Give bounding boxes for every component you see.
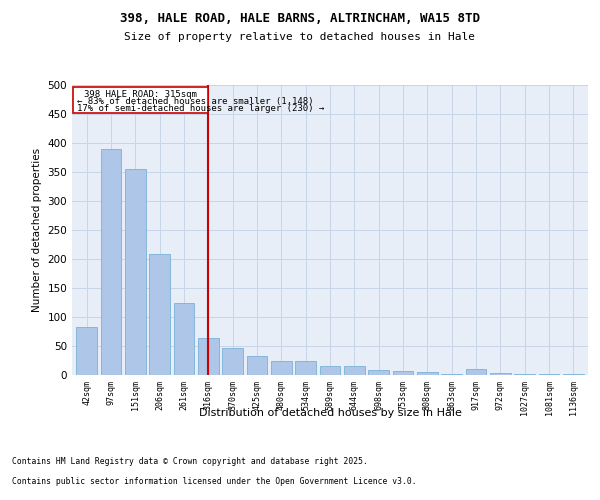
- Bar: [295, 361, 316, 375]
- Bar: [417, 372, 438, 375]
- Text: 398 HALE ROAD: 315sqm: 398 HALE ROAD: 315sqm: [84, 90, 197, 98]
- Text: Size of property relative to detached houses in Hale: Size of property relative to detached ho…: [125, 32, 476, 42]
- Text: 17% of semi-detached houses are larger (230) →: 17% of semi-detached houses are larger (…: [77, 104, 324, 113]
- Bar: [368, 370, 389, 375]
- Bar: [173, 302, 194, 375]
- Bar: [466, 369, 487, 375]
- Bar: [198, 338, 218, 375]
- Bar: [514, 374, 535, 375]
- Bar: [320, 366, 340, 375]
- Bar: [563, 374, 584, 375]
- Bar: [222, 348, 243, 375]
- Bar: [271, 361, 292, 375]
- Text: ← 83% of detached houses are smaller (1,148): ← 83% of detached houses are smaller (1,…: [77, 97, 313, 106]
- Bar: [76, 327, 97, 375]
- Bar: [101, 149, 121, 375]
- Bar: [247, 356, 268, 375]
- Bar: [490, 374, 511, 375]
- Bar: [442, 374, 462, 375]
- Bar: [149, 254, 170, 375]
- Bar: [125, 168, 146, 375]
- FancyBboxPatch shape: [73, 86, 208, 113]
- Bar: [539, 374, 559, 375]
- Text: Contains HM Land Registry data © Crown copyright and database right 2025.: Contains HM Land Registry data © Crown c…: [12, 457, 368, 466]
- Bar: [392, 371, 413, 375]
- Y-axis label: Number of detached properties: Number of detached properties: [32, 148, 42, 312]
- Text: Distribution of detached houses by size in Hale: Distribution of detached houses by size …: [199, 408, 461, 418]
- Text: 398, HALE ROAD, HALE BARNS, ALTRINCHAM, WA15 8TD: 398, HALE ROAD, HALE BARNS, ALTRINCHAM, …: [120, 12, 480, 26]
- Text: Contains public sector information licensed under the Open Government Licence v3: Contains public sector information licen…: [12, 477, 416, 486]
- Bar: [344, 366, 365, 375]
